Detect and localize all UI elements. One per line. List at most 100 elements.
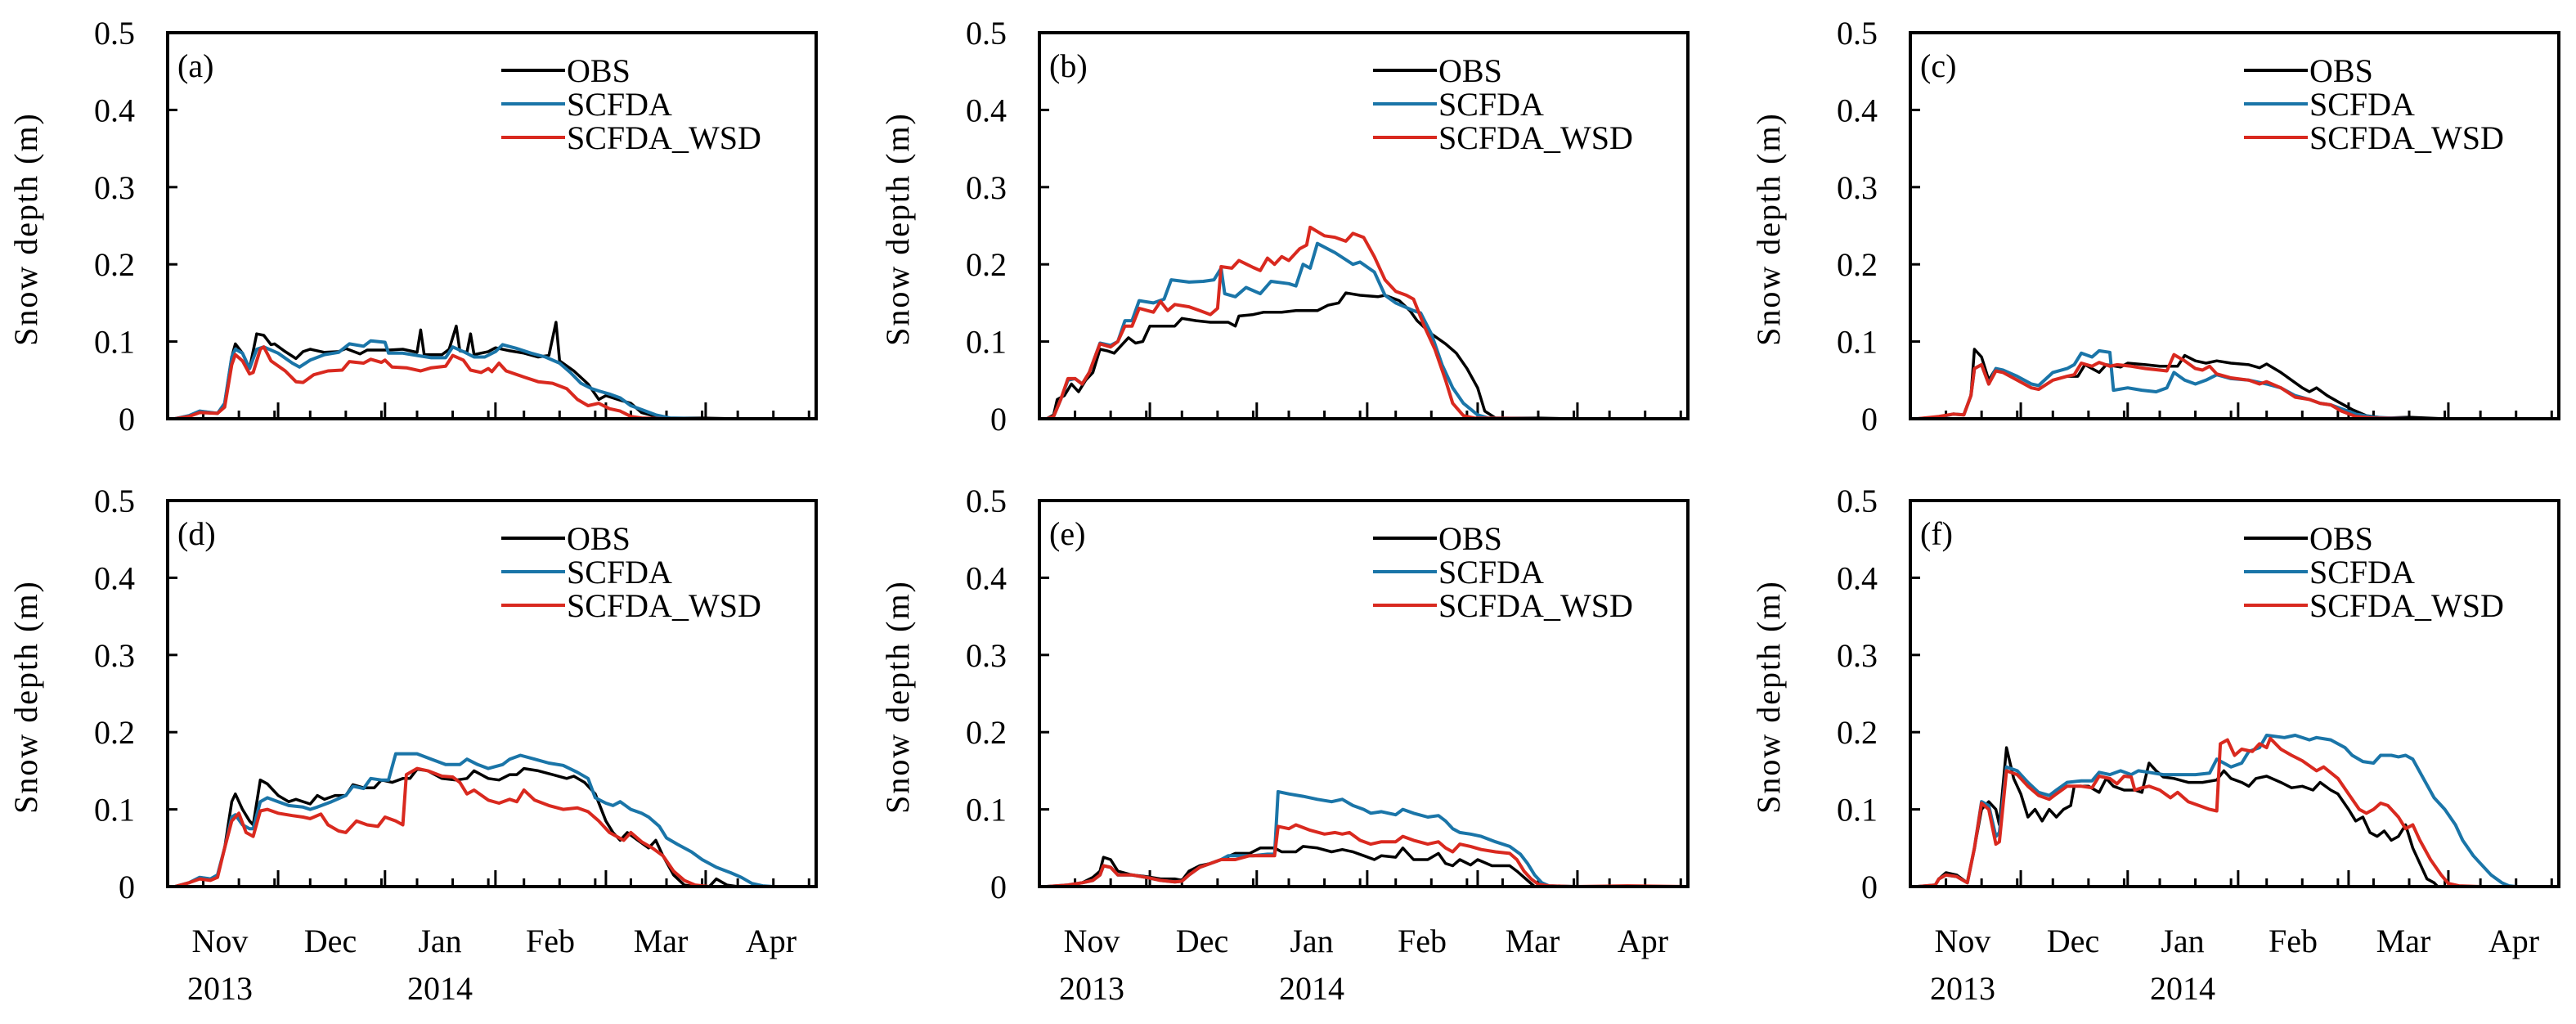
y-tick-label: 0.5: [966, 483, 1007, 519]
legend-label: OBS: [2309, 520, 2373, 557]
panel-label: (f): [1920, 515, 1953, 552]
panel-label: (e): [1049, 515, 1085, 552]
y-tick-label: 0.1: [94, 792, 135, 829]
x-year-label: 2014: [1279, 970, 1344, 1007]
series-line-scfda-wsd: [1917, 353, 2559, 420]
x-month-label: Nov: [192, 923, 249, 959]
y-tick-label: 0.3: [1837, 169, 1878, 206]
panel-label: (a): [177, 47, 213, 84]
x-month-label: Apr: [1618, 923, 1668, 959]
x-month-label: Nov: [1935, 923, 1991, 959]
series-line-obs: [174, 321, 816, 420]
legend-label: OBS: [1438, 520, 1502, 557]
series-line-scfda-wsd: [174, 345, 816, 420]
y-tick-label: 0.3: [94, 637, 135, 674]
legend-label: SCFDA_WSD: [1438, 587, 1633, 624]
legend-label: SCFDA: [2309, 86, 2415, 123]
y-axis-title: Snow depth (m): [7, 112, 44, 346]
panel-label: (d): [177, 515, 216, 552]
legend-label: SCFDA: [1438, 554, 1544, 591]
y-tick-label: 0: [1861, 869, 1878, 905]
panel-b: Snow depth (m)00.10.20.30.40.5(b) OBSSCFD…: [879, 15, 1690, 438]
legend-label: SCFDA: [567, 86, 672, 123]
x-month-label: Jan: [418, 923, 461, 959]
x-month-label: Nov: [1064, 923, 1120, 959]
x-month-label: Dec: [1176, 923, 1228, 959]
x-month-label: Jan: [1290, 923, 1333, 959]
series-line-scfda-wsd: [1046, 225, 1688, 420]
panel-a: Snow depth (m)00.10.20.30.40.5(a) OBSSCFD…: [7, 15, 818, 438]
legend-label: OBS: [567, 520, 631, 557]
y-tick-label: 0.4: [94, 559, 135, 596]
y-tick-label: 0.2: [966, 714, 1007, 751]
legend-label: SCFDA: [2309, 554, 2415, 591]
y-tick-label: 0: [119, 869, 135, 905]
legend-label: OBS: [1438, 52, 1502, 89]
y-tick-label: 0.1: [1837, 324, 1878, 361]
y-tick-label: 0.1: [966, 324, 1007, 361]
y-tick-label: 0.4: [1837, 92, 1878, 128]
series-line-scfda-wsd: [174, 766, 816, 888]
x-year-label: 2014: [2150, 970, 2215, 1007]
y-tick-label: 0.2: [94, 246, 135, 283]
series-line-scfda: [1046, 241, 1688, 420]
y-tick-label: 0.2: [1837, 714, 1878, 751]
panel-f: Snow depth (m) 0 0.1 0.2 0.3 0.4 0.5 Nov Dec Jan F…: [1750, 483, 2560, 1007]
y-tick-label: 0.3: [966, 637, 1007, 674]
y-tick-label: 0.2: [966, 246, 1007, 283]
series-line-scfda: [174, 339, 816, 420]
x-year-label: 2014: [407, 970, 473, 1007]
y-tick-label: 0.1: [1837, 792, 1878, 829]
y-tick-label: 0: [1861, 401, 1878, 438]
panel-d: Snow depth (m) 0 0.1 0.2 0.3 0.4 0.5 Nov Dec Jan F…: [7, 483, 818, 1007]
x-month-label: Mar: [1506, 923, 1560, 959]
y-tick-label: 0.5: [966, 15, 1007, 52]
y-tick-label: 0.3: [966, 169, 1007, 206]
y-axis-title: Snow depth (m): [1750, 580, 1787, 814]
x-year-label: 2013: [1930, 970, 1995, 1007]
x-month-label: Feb: [1398, 923, 1447, 959]
y-tick-label: 0.5: [94, 15, 135, 52]
series-line-scfda: [174, 752, 816, 888]
plot-frame: [166, 499, 818, 888]
y-tick-label: 0: [990, 869, 1007, 905]
plot-frame: [1909, 499, 2560, 888]
x-year-label: 2013: [1059, 970, 1124, 1007]
plot-frame: [1909, 31, 2560, 420]
x-month-label: Apr: [746, 923, 797, 959]
x-month-label: Feb: [2269, 923, 2318, 959]
x-year-label: 2013: [187, 970, 253, 1007]
y-tick-label: 0.1: [966, 792, 1007, 829]
plot-frame: [166, 31, 818, 420]
x-month-label: Feb: [526, 923, 575, 959]
y-axis-title: Snow depth (m): [7, 580, 44, 814]
y-tick-label: 0.3: [1837, 637, 1878, 674]
legend-label: SCFDA_WSD: [1438, 119, 1633, 156]
legend-label: OBS: [567, 52, 631, 89]
panel-e: Snow depth (m) 0 0.1 0.2 0.3 0.4 0.5 Nov Dec Jan F…: [879, 483, 1690, 1007]
legend-label: SCFDA: [1438, 86, 1544, 123]
x-month-label: Mar: [634, 923, 689, 959]
legend-label: SCFDA_WSD: [2309, 119, 2504, 156]
y-tick-label: 0: [990, 401, 1007, 438]
y-tick-label: 0.4: [94, 92, 135, 128]
x-month-label: Dec: [2047, 923, 2099, 959]
y-tick-label: 0.5: [94, 483, 135, 519]
plot-frame: [1038, 499, 1690, 888]
legend-label: SCFDA: [567, 554, 672, 591]
y-tick-label: 0.5: [1837, 15, 1878, 52]
series-line-scfda-wsd: [1917, 736, 2559, 888]
x-month-label: Jan: [2161, 923, 2204, 959]
y-tick-label: 0.4: [966, 559, 1007, 596]
y-tick-label: 0.2: [94, 714, 135, 751]
x-month-label: Mar: [2376, 923, 2431, 959]
panel-c: Snow depth (m)00.10.20.30.40.5(c) OBSSCFD…: [1750, 15, 2560, 438]
legend-label: SCFDA_WSD: [2309, 587, 2504, 624]
y-tick-label: 0: [119, 401, 135, 438]
